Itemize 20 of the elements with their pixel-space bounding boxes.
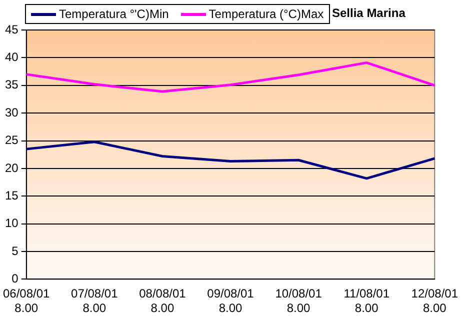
y-tick-label: 40 [4,50,19,64]
y-tick-label: 35 [4,78,19,92]
y-tick-label: 20 [4,160,19,175]
y-tick-label: 5 [12,244,19,258]
legend-label: Temperatura °'C)Min [59,7,169,21]
y-tick-label: 45 [4,22,19,36]
y-tick-label: 25 [4,133,19,148]
x-tick-label: 07/08/01 8.00 [71,286,118,316]
x-tick-label: 11/08/01 8.00 [344,286,390,316]
chart-title: Sellia Marina [332,6,406,20]
y-tick-label: 15 [4,188,19,202]
x-tick-label: 10/08/01 8.00 [275,286,322,316]
x-tick-label: 06/08/01 8.00 [2,286,50,316]
y-tick-label: 0 [12,272,19,286]
x-tick-label: 12/08/01 8.00 [411,286,458,316]
y-tick-label: 10 [4,216,19,230]
x-tick-label: 09/08/01 8.00 [207,286,254,316]
x-tick-label: 08/08/01 8.00 [139,286,186,316]
y-tick-label: 30 [4,105,19,120]
legend-label: Temperatura (°C)Max [208,7,324,21]
